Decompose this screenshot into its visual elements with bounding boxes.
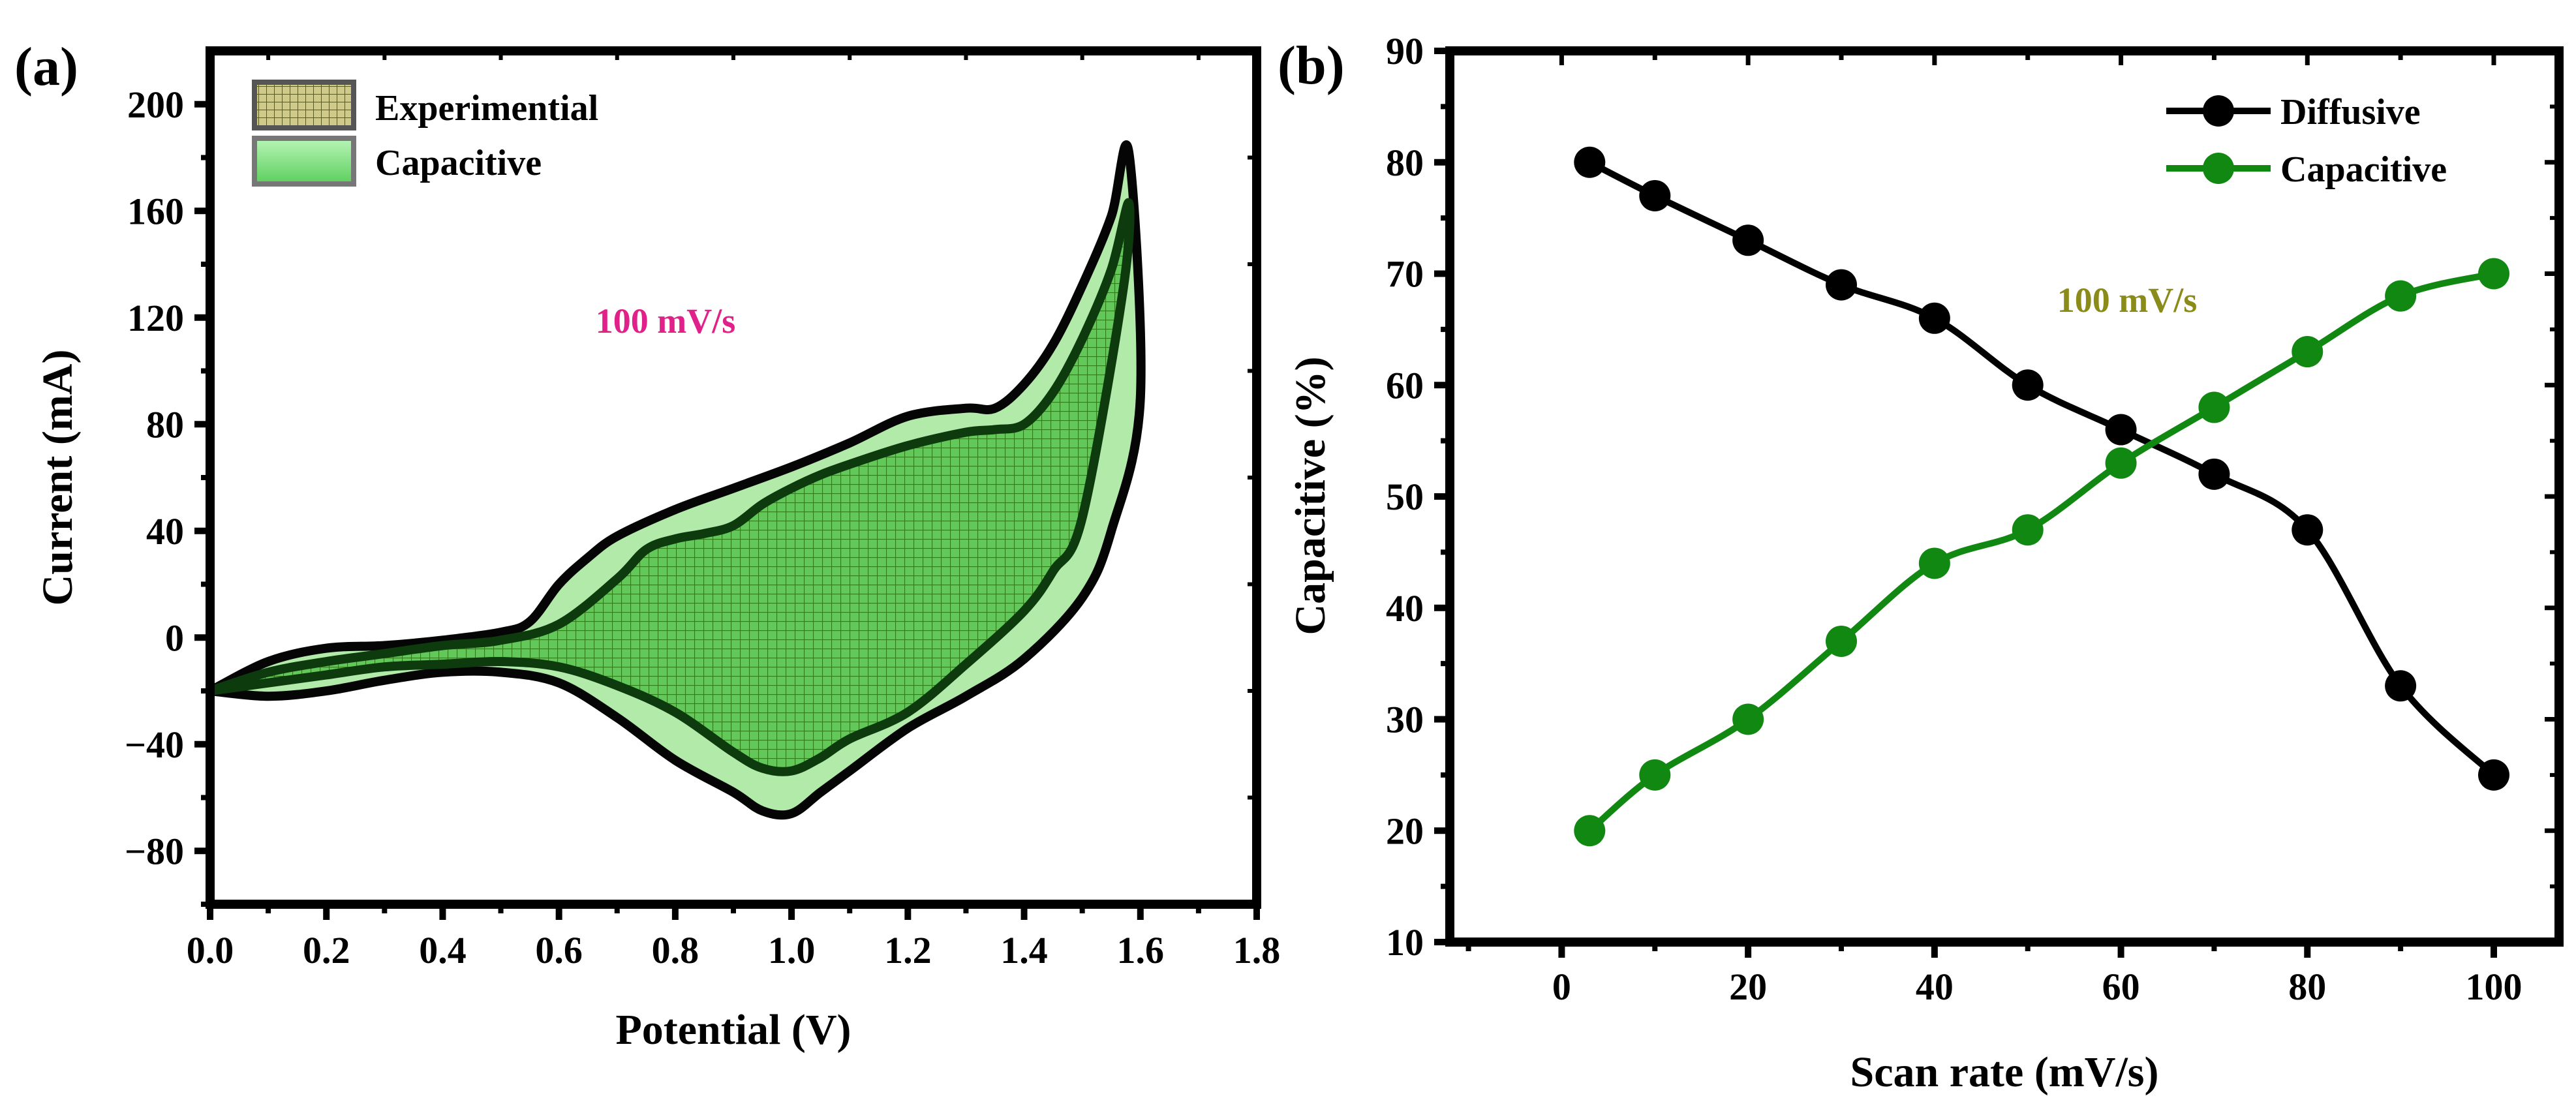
series-capacitive-outline (206, 198, 1135, 776)
y-tick-label: 90 (1386, 30, 1424, 72)
series-capacitive-point (1639, 759, 1671, 791)
legend-b-capacitive-label: Capacitive (2280, 149, 2447, 190)
series-diffusive-point (2198, 458, 2230, 490)
panel-a-cv-chart: (a) 0.0 0.2 0.4 0.6 0.8 1.0 1.2 1.4 1.6 1.8 200 160… (14, 37, 1280, 1054)
y-tick-label: 10 (1386, 921, 1424, 964)
x-tick-label: 1.0 (768, 929, 816, 971)
series-diffusive-point (1639, 179, 1671, 211)
series-capacitive-point (1826, 625, 1857, 657)
x-tick-label: 1.8 (1233, 929, 1281, 971)
cv-curve-lines (206, 140, 1146, 820)
x-tick-label: 0.8 (652, 929, 699, 971)
x-tick-label: 1.4 (1000, 929, 1048, 971)
panel-b-xlabel: Scan rate (mV/s) (1850, 1048, 2159, 1096)
legend-experimential-swatch (252, 80, 356, 130)
y-tick-label: 160 (127, 190, 184, 232)
series-capacitive-point (1732, 703, 1764, 735)
series-diffusive-point (1918, 302, 1950, 334)
legend-diffusive-marker (2203, 95, 2234, 127)
panel-a-ticks: 0.0 0.2 0.4 0.6 0.8 1.0 1.2 1.4 1.6 1.8 200 160 120 8… (125, 51, 1280, 971)
series-capacitive-line (1587, 270, 2495, 834)
legend-capacitive-swatch (252, 136, 356, 187)
series-diffusive-point (1574, 146, 1606, 178)
series-diffusive-point (2012, 369, 2044, 401)
series-capacitive-hatch (210, 202, 1130, 772)
y-tick-label: 120 (127, 297, 184, 339)
y-tick-label: 0 (165, 617, 184, 659)
panel-b-legend: Diffusive Capacitive (2166, 92, 2447, 190)
series-diffusive-point (2478, 759, 2509, 791)
series-capacitive-point (2198, 391, 2230, 423)
series-diffusive-point (2292, 514, 2323, 546)
series-diffusive-point (2385, 670, 2417, 702)
series-capacitive-point (2292, 336, 2323, 368)
series-capacitive-point (2385, 280, 2417, 312)
x-tick-label: 0 (1552, 966, 1571, 1008)
x-tick-label: 80 (2288, 966, 2326, 1008)
series-capacitive-point (2105, 447, 2137, 479)
legend-diffusive-label: Diffusive (2280, 92, 2421, 132)
legend-capacitive-marker (2203, 153, 2234, 184)
series-diffusive-point (1826, 269, 1857, 301)
panel-a-scan-rate-annotation: 100 mV/s (596, 301, 736, 341)
y-tick-label: 40 (146, 510, 184, 553)
y-tick-label: 40 (1386, 587, 1424, 630)
y-tick-label: −80 (125, 830, 184, 872)
scan-rate-series-points (1574, 146, 2509, 847)
panel-b-ticks: 0 20 40 60 80 100 90 80 70 60 50 40 30 20 10 (1386, 30, 2559, 1008)
scan-rate-series-lines (1587, 159, 2496, 834)
legend-capacitive-label: Capacitive (375, 143, 542, 183)
series-capacitive-point (2478, 258, 2509, 290)
y-tick-label: 60 (1386, 364, 1424, 406)
y-tick-label: 20 (1386, 810, 1424, 852)
x-tick-label: 0.0 (187, 929, 234, 971)
legend-experimential-label: Experimential (375, 88, 598, 129)
x-tick-label: 60 (2102, 966, 2140, 1008)
panel-b-scan-rate-annotation: 100 mV/s (2057, 281, 2198, 320)
series-capacitive-point (2012, 514, 2044, 546)
panel-a-legend: Experimential Capacitive (252, 80, 598, 187)
series-capacitive-point (1918, 547, 1950, 579)
series-diffusive-point (2105, 414, 2137, 446)
series-diffusive-line (1588, 159, 2496, 778)
x-tick-label: 0.4 (419, 929, 467, 971)
panel-b-line-chart: (b) 0 20 40 60 80 100 90 80 70 60 50 40 30 20 10 Scan … (1278, 30, 2564, 1096)
y-tick-label: 70 (1386, 253, 1424, 296)
x-tick-label: 0.2 (303, 929, 350, 971)
y-tick-label: 50 (1386, 476, 1424, 518)
panel-b-label: (b) (1278, 35, 1345, 96)
y-tick-label: 80 (146, 403, 184, 446)
x-tick-label: 100 (2466, 966, 2522, 1008)
x-tick-label: 20 (1729, 966, 1767, 1008)
y-tick-label: 80 (1386, 142, 1424, 184)
x-tick-label: 40 (1916, 966, 1954, 1008)
y-tick-label: −40 (125, 724, 184, 766)
series-diffusive-point (1732, 224, 1764, 256)
x-tick-label: 1.2 (884, 929, 932, 971)
y-tick-label: 30 (1386, 699, 1424, 741)
panel-a-xlabel: Potential (V) (615, 1006, 851, 1054)
x-tick-label: 1.6 (1117, 929, 1165, 971)
y-tick-label: 200 (127, 84, 184, 126)
panel-a-label: (a) (14, 37, 78, 97)
x-tick-label: 0.6 (535, 929, 583, 971)
series-capacitive-point (1574, 815, 1606, 847)
panel-b-ylabel: Capacitive (%) (1287, 356, 1334, 635)
series-experimential-outline (206, 140, 1146, 820)
panel-a-ylabel: Current (mA) (34, 350, 82, 606)
